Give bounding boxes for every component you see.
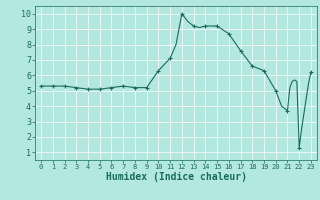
X-axis label: Humidex (Indice chaleur): Humidex (Indice chaleur) [106,172,246,182]
